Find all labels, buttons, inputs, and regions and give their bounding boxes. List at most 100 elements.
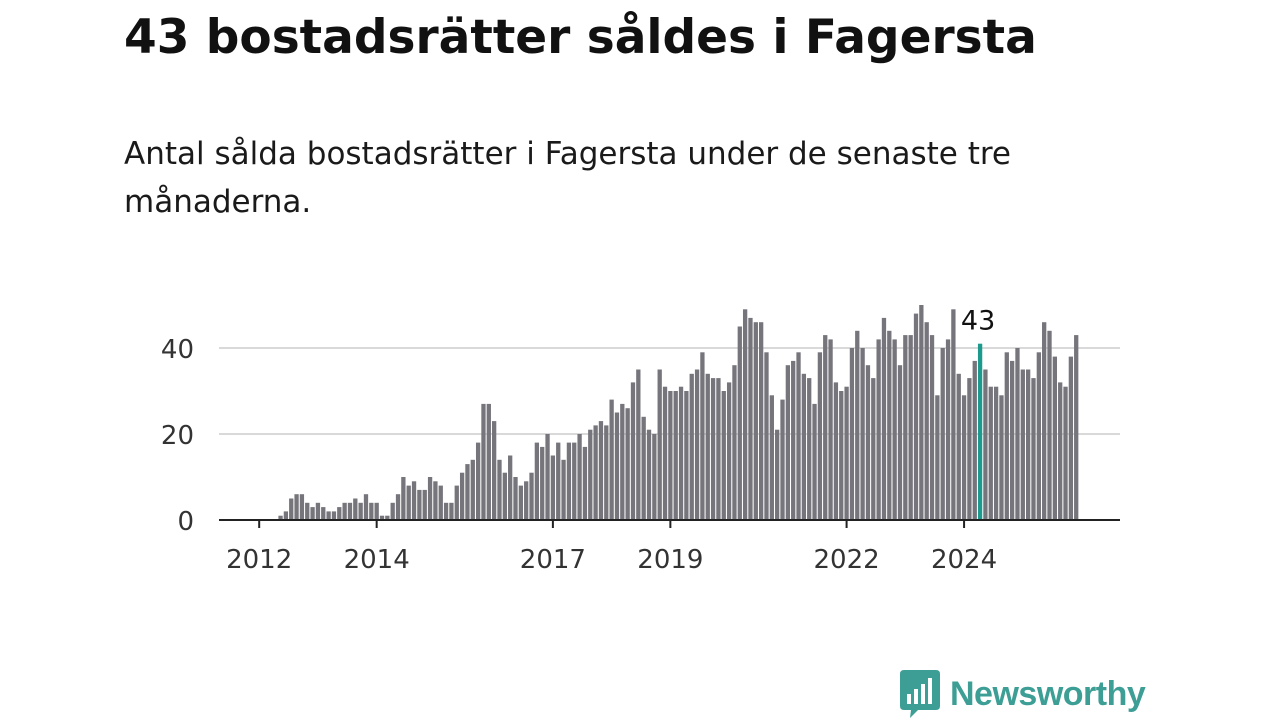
bar[interactable]: [604, 425, 609, 520]
bar[interactable]: [470, 459, 475, 520]
bar[interactable]: [908, 335, 913, 520]
bar[interactable]: [1068, 356, 1074, 520]
bar[interactable]: [945, 339, 951, 520]
bar[interactable]: [694, 369, 700, 521]
bar[interactable]: [801, 373, 807, 520]
bar[interactable]: [855, 330, 860, 520]
bar[interactable]: [438, 485, 443, 520]
bar[interactable]: [1020, 369, 1025, 521]
bar[interactable]: [903, 335, 908, 520]
bar[interactable]: [1042, 322, 1047, 520]
bar[interactable]: [769, 395, 774, 520]
bar[interactable]: [1074, 335, 1079, 520]
bar[interactable]: [518, 485, 523, 520]
bar[interactable]: [609, 399, 614, 520]
bar[interactable]: [593, 425, 598, 520]
bar[interactable]: [833, 382, 839, 520]
bar[interactable]: [572, 442, 577, 520]
bar[interactable]: [1047, 330, 1052, 520]
bar[interactable]: [967, 378, 972, 520]
bar[interactable]: [796, 352, 801, 520]
bar[interactable]: [315, 502, 321, 520]
bar[interactable]: [636, 369, 641, 521]
bar[interactable]: [823, 335, 828, 520]
bar[interactable]: [1004, 352, 1009, 520]
bar[interactable]: [807, 378, 812, 520]
bar[interactable]: [759, 322, 764, 520]
bar[interactable]: [748, 317, 753, 520]
bar[interactable]: [625, 408, 630, 520]
bar[interactable]: [363, 494, 369, 520]
bar[interactable]: [529, 472, 534, 520]
bar[interactable]: [321, 507, 326, 520]
bar[interactable]: [961, 395, 967, 520]
bar[interactable]: [1063, 386, 1068, 520]
bar[interactable]: [614, 412, 620, 521]
bar[interactable]: [550, 455, 556, 521]
bar[interactable]: [294, 494, 299, 520]
bar[interactable]: [422, 489, 427, 520]
bar[interactable]: [657, 369, 662, 521]
bar[interactable]: [737, 326, 742, 521]
bar[interactable]: [374, 502, 379, 520]
bar[interactable]: [369, 502, 374, 520]
bar[interactable]: [646, 429, 652, 520]
bar[interactable]: [860, 348, 865, 520]
bar[interactable]: [668, 391, 673, 520]
bar[interactable]: [1015, 348, 1020, 520]
bar[interactable]: [598, 421, 604, 520]
bar[interactable]: [716, 378, 721, 520]
bar[interactable]: [481, 403, 486, 520]
bar[interactable]: [839, 391, 844, 520]
bar[interactable]: [785, 365, 790, 520]
bar[interactable]: [561, 459, 566, 520]
bar[interactable]: [865, 365, 871, 520]
bar[interactable]: [913, 313, 919, 520]
bar[interactable]: [742, 309, 748, 520]
bar[interactable]: [775, 429, 780, 520]
bar[interactable]: [844, 386, 849, 520]
bar[interactable]: [331, 511, 337, 520]
bar[interactable]: [753, 322, 758, 520]
bar[interactable]: [278, 515, 283, 520]
bar[interactable]: [342, 502, 347, 520]
bar[interactable]: [289, 498, 294, 521]
bar[interactable]: [508, 455, 513, 521]
bar[interactable]: [721, 391, 726, 520]
bar[interactable]: [791, 360, 796, 520]
bar[interactable]: [486, 403, 491, 520]
bar[interactable]: [732, 365, 737, 520]
bar[interactable]: [385, 515, 390, 520]
bar[interactable]: [897, 365, 903, 520]
bar[interactable]: [700, 352, 705, 520]
bar[interactable]: [956, 373, 961, 520]
bar[interactable]: [459, 472, 465, 520]
bar[interactable]: [417, 489, 422, 520]
bar[interactable]: [540, 446, 545, 520]
bar[interactable]: [924, 322, 929, 520]
bar[interactable]: [406, 485, 411, 520]
bar[interactable]: [935, 395, 940, 520]
bar[interactable]: [566, 442, 572, 520]
newsworthy-logo[interactable]: Newsworthy: [900, 670, 1146, 718]
bar[interactable]: [475, 442, 481, 520]
bar[interactable]: [817, 352, 823, 520]
bar[interactable]: [310, 507, 315, 520]
bar[interactable]: [534, 442, 540, 520]
bar[interactable]: [283, 511, 289, 520]
bar[interactable]: [305, 502, 310, 520]
bar[interactable]: [641, 416, 646, 520]
bar[interactable]: [705, 373, 710, 520]
bar[interactable]: [1036, 352, 1041, 520]
bar[interactable]: [662, 386, 668, 520]
bar[interactable]: [582, 446, 588, 520]
bar[interactable]: [726, 382, 732, 520]
bar[interactable]: [1031, 378, 1036, 520]
bar[interactable]: [1026, 369, 1031, 521]
bar[interactable]: [988, 386, 993, 520]
bar[interactable]: [347, 502, 353, 520]
bar[interactable]: [524, 481, 529, 520]
bar[interactable]: [828, 339, 833, 520]
bar[interactable]: [1058, 382, 1063, 520]
bar[interactable]: [358, 502, 363, 520]
